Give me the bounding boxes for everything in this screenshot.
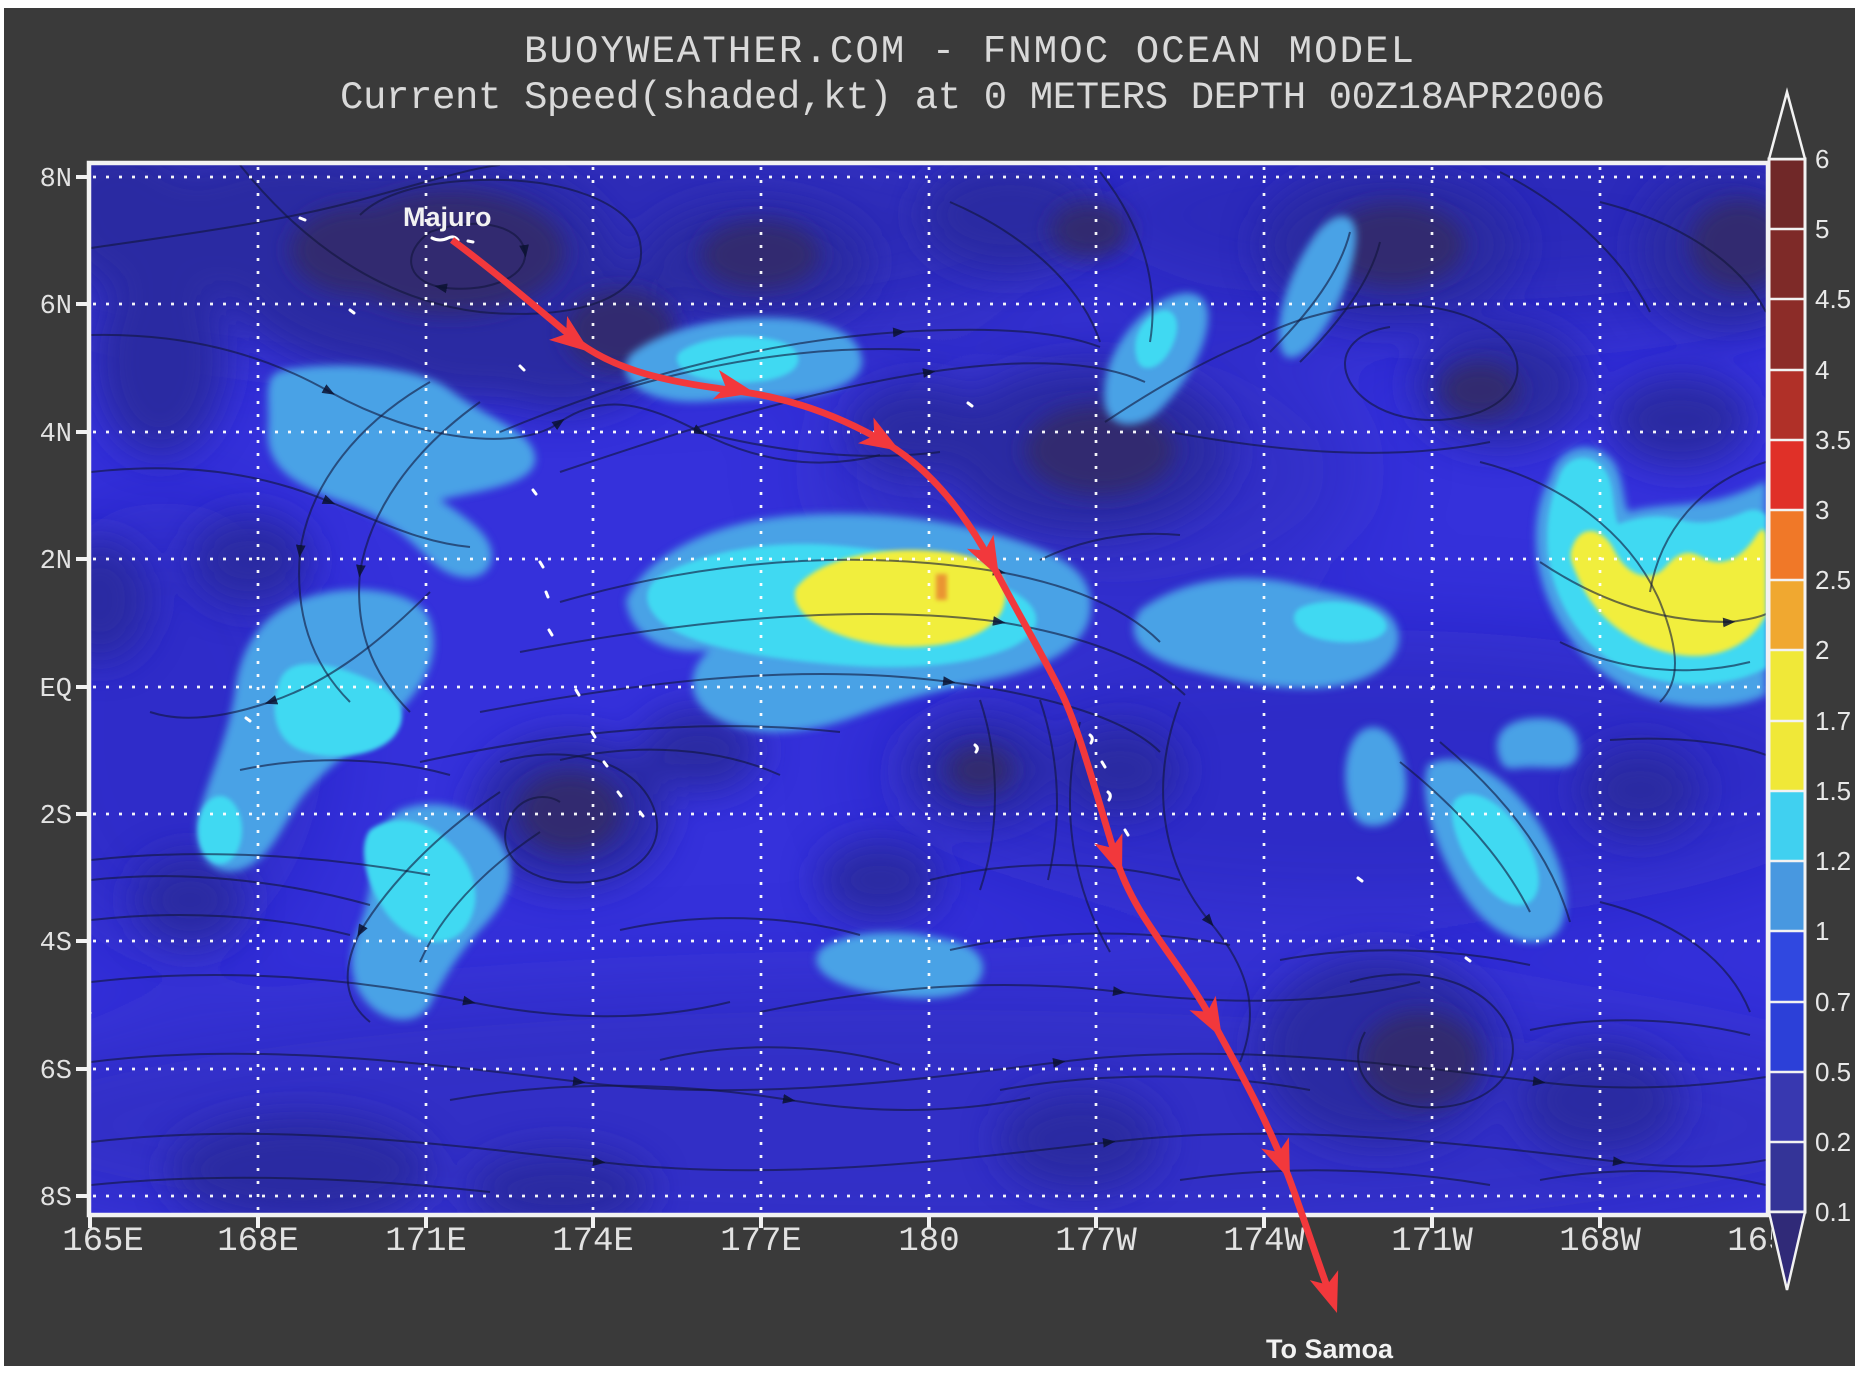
- svg-text:1.2: 1.2: [1815, 846, 1851, 876]
- svg-text:0.5: 0.5: [1815, 1057, 1851, 1087]
- svg-text:6: 6: [1815, 144, 1829, 174]
- svg-text:4: 4: [1815, 355, 1829, 385]
- svg-text:6S: 6S: [40, 1057, 72, 1087]
- svg-text:1: 1: [1815, 916, 1829, 946]
- svg-text:180: 180: [898, 1223, 959, 1261]
- svg-text:8S: 8S: [40, 1184, 72, 1214]
- svg-text:1.5: 1.5: [1815, 776, 1851, 806]
- svg-text:Majuro: Majuro: [403, 202, 492, 232]
- svg-text:0.2: 0.2: [1815, 1127, 1851, 1157]
- svg-text:174W: 174W: [1223, 1223, 1305, 1261]
- svg-text:171E: 171E: [385, 1223, 467, 1261]
- svg-text:8N: 8N: [40, 165, 72, 195]
- svg-text:0.1: 0.1: [1815, 1197, 1851, 1227]
- svg-text:2.5: 2.5: [1815, 565, 1851, 595]
- svg-text:2N: 2N: [40, 547, 72, 577]
- svg-text:EQ: EQ: [40, 675, 72, 705]
- svg-text:3.5: 3.5: [1815, 425, 1851, 455]
- svg-text:1.7: 1.7: [1815, 706, 1851, 736]
- svg-text:To Samoa: To Samoa: [1266, 1334, 1394, 1364]
- svg-text:0.7: 0.7: [1815, 987, 1851, 1017]
- svg-text:4S: 4S: [40, 929, 72, 959]
- svg-text:177E: 177E: [720, 1223, 802, 1261]
- svg-text:168W: 168W: [1559, 1223, 1641, 1261]
- svg-text:171W: 171W: [1391, 1223, 1473, 1261]
- svg-text:4.5: 4.5: [1815, 284, 1851, 314]
- svg-text:4N: 4N: [40, 420, 72, 450]
- svg-text:2: 2: [1815, 635, 1829, 665]
- svg-text:168E: 168E: [217, 1223, 299, 1261]
- svg-text:2S: 2S: [40, 802, 72, 832]
- svg-text:174E: 174E: [552, 1223, 634, 1261]
- svg-text:177W: 177W: [1055, 1223, 1137, 1261]
- svg-text:5: 5: [1815, 214, 1829, 244]
- svg-text:3: 3: [1815, 495, 1829, 525]
- svg-text:BUOYWEATHER.COM - FNMOC OCE: BUOYWEATHER.COM - FNMOC OCEAN MODEL: [524, 30, 1414, 74]
- svg-text:6N: 6N: [40, 292, 72, 322]
- svg-text:165E: 165E: [62, 1223, 144, 1261]
- svg-text:Current Speed(shaded,kt) at 0: Current Speed(shaded,kt) at 0 METERS DEP…: [340, 76, 1605, 120]
